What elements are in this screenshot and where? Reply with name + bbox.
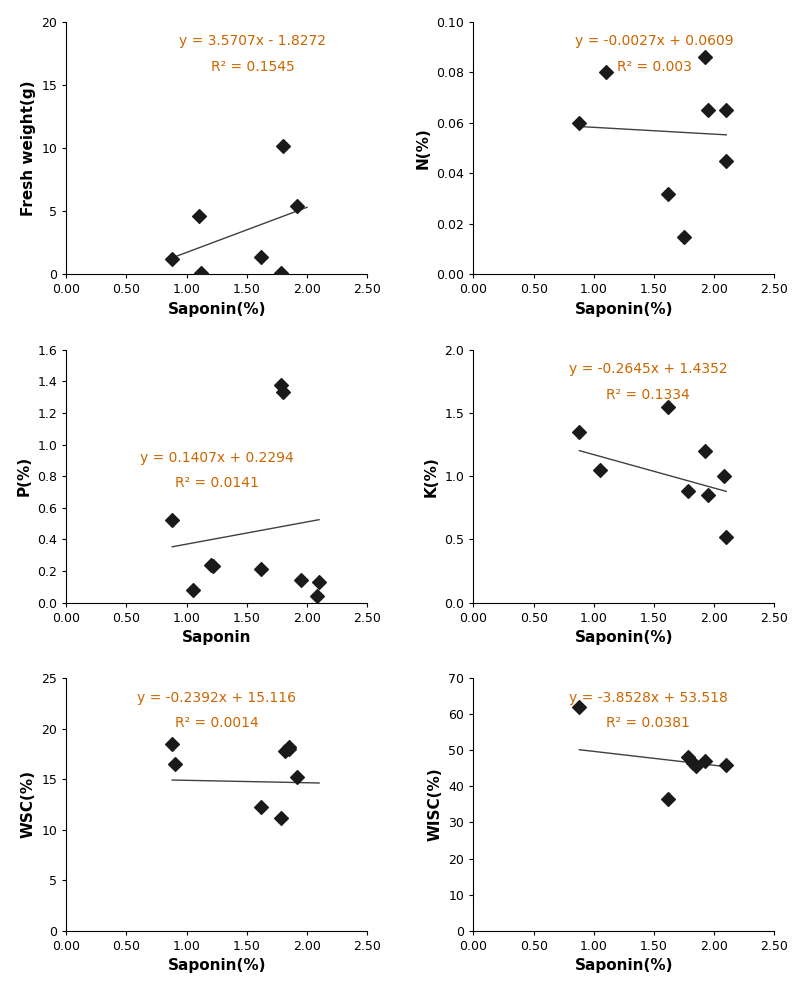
- Point: [168, 756, 181, 772]
- Point: [681, 749, 694, 765]
- X-axis label: Saponin(%): Saponin(%): [575, 302, 673, 317]
- Point: [573, 115, 586, 131]
- Point: [279, 742, 291, 758]
- Point: [698, 753, 711, 769]
- Point: [255, 561, 268, 577]
- Point: [662, 791, 675, 807]
- X-axis label: Saponin(%): Saponin(%): [575, 631, 673, 645]
- Point: [192, 208, 205, 224]
- Point: [662, 399, 675, 415]
- Text: y = 0.1407x + 0.2294: y = 0.1407x + 0.2294: [140, 450, 294, 465]
- Point: [166, 736, 179, 751]
- Text: R² = 0.0014: R² = 0.0014: [175, 716, 258, 730]
- Point: [662, 186, 675, 202]
- Point: [166, 251, 179, 267]
- Text: R² = 0.1545: R² = 0.1545: [211, 59, 295, 73]
- Point: [255, 800, 268, 816]
- Point: [698, 50, 711, 65]
- Point: [291, 198, 303, 214]
- Point: [600, 64, 613, 80]
- Point: [255, 248, 268, 264]
- Point: [207, 558, 220, 574]
- Text: y = 3.5707x - 1.8272: y = 3.5707x - 1.8272: [180, 35, 326, 49]
- Point: [593, 462, 606, 478]
- Point: [276, 384, 289, 400]
- Text: R² = 0.003: R² = 0.003: [617, 59, 691, 73]
- Point: [681, 483, 694, 499]
- Y-axis label: N(%): N(%): [416, 127, 431, 169]
- Point: [720, 529, 733, 545]
- Point: [186, 582, 199, 598]
- Y-axis label: P(%): P(%): [17, 456, 31, 496]
- Point: [573, 424, 586, 440]
- Point: [702, 102, 715, 118]
- Point: [698, 443, 711, 458]
- Point: [274, 265, 287, 281]
- Text: R² = 0.1334: R² = 0.1334: [606, 388, 690, 402]
- Point: [686, 755, 699, 771]
- Text: y = -0.2392x + 15.116: y = -0.2392x + 15.116: [137, 691, 296, 705]
- Y-axis label: WISC(%): WISC(%): [428, 767, 443, 842]
- Point: [310, 588, 323, 604]
- Point: [283, 741, 295, 756]
- X-axis label: Saponin(%): Saponin(%): [575, 958, 673, 973]
- Point: [291, 769, 303, 785]
- Point: [702, 487, 715, 503]
- Y-axis label: K(%): K(%): [424, 455, 439, 497]
- Point: [274, 810, 287, 826]
- X-axis label: Saponin: Saponin: [182, 631, 251, 645]
- Point: [678, 229, 691, 245]
- Text: y = -0.2645x + 1.4352: y = -0.2645x + 1.4352: [568, 362, 727, 376]
- Point: [690, 758, 703, 774]
- Point: [312, 574, 325, 590]
- Point: [717, 468, 730, 484]
- X-axis label: Saponin(%): Saponin(%): [167, 302, 266, 317]
- Text: R² = 0.0381: R² = 0.0381: [606, 716, 690, 730]
- Point: [720, 102, 733, 118]
- Point: [276, 138, 289, 153]
- Point: [204, 556, 217, 572]
- Y-axis label: Fresh weight(g): Fresh weight(g): [21, 80, 35, 216]
- Point: [283, 739, 295, 754]
- Point: [720, 756, 733, 772]
- Text: y = -3.8528x + 53.518: y = -3.8528x + 53.518: [568, 691, 728, 705]
- Y-axis label: WSC(%): WSC(%): [21, 770, 35, 839]
- Point: [274, 376, 287, 392]
- Text: y = -0.0027x + 0.0609: y = -0.0027x + 0.0609: [575, 35, 733, 49]
- Point: [720, 152, 733, 168]
- Point: [295, 572, 308, 588]
- Text: R² = 0.0141: R² = 0.0141: [175, 476, 258, 490]
- Point: [195, 265, 208, 281]
- X-axis label: Saponin(%): Saponin(%): [167, 958, 266, 973]
- Point: [166, 513, 179, 529]
- Point: [573, 699, 586, 715]
